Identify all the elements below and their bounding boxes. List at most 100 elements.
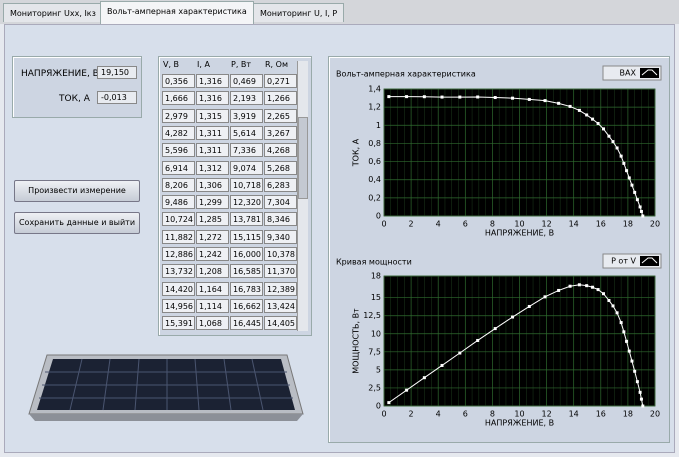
x-tick-label: 12	[542, 220, 552, 229]
y-tick-label: 0,2	[368, 193, 381, 202]
data-point	[458, 352, 461, 355]
data-point	[569, 285, 572, 288]
data-point	[544, 295, 547, 298]
x-tick-label: 14	[569, 220, 579, 229]
data-point	[640, 210, 643, 213]
data-point	[641, 405, 644, 408]
data-point	[476, 339, 479, 342]
y-tick-label: 10	[371, 329, 381, 338]
data-point	[591, 286, 594, 289]
x-tick-label: 20	[650, 410, 660, 419]
y-tick-label: 2,5	[368, 383, 381, 392]
data-point	[630, 184, 633, 187]
data-point	[494, 96, 497, 99]
y-tick-label: 0	[376, 212, 381, 221]
x-tick-label: 2	[409, 220, 414, 229]
x-tick-label: 6	[463, 410, 468, 419]
data-point	[636, 198, 639, 201]
y-tick-label: 0,8	[368, 139, 381, 148]
data-point	[578, 283, 581, 286]
x-tick-label: 10	[514, 220, 524, 229]
data-point	[591, 118, 594, 121]
data-point	[458, 96, 461, 99]
x-tick-label: 4	[436, 220, 441, 229]
data-point	[620, 155, 623, 158]
x-tick-label: 2	[409, 410, 414, 419]
data-point	[597, 122, 600, 125]
data-point	[633, 191, 636, 194]
y-axis-label: МОЩНОСТЬ, Вт	[352, 308, 361, 374]
x-tick-label: 16	[596, 410, 606, 419]
data-point	[630, 360, 633, 363]
legend-label: P от V	[611, 257, 636, 266]
x-tick-label: 18	[623, 410, 633, 419]
data-point	[628, 350, 631, 353]
x-tick-label: 0	[381, 220, 386, 229]
charts: Вольт-амперная характеристикаВАХ02468101…	[0, 0, 679, 457]
x-tick-label: 8	[490, 410, 495, 419]
y-axis-label: ТОК, А	[352, 138, 361, 167]
data-point	[585, 113, 588, 116]
data-point	[544, 99, 547, 102]
y-tick-label: 0,4	[368, 175, 381, 184]
data-point	[639, 391, 642, 394]
data-point	[620, 321, 623, 324]
data-point	[628, 176, 631, 179]
y-tick-label: 1	[376, 121, 381, 130]
x-tick-label: 0	[381, 410, 386, 419]
data-point	[639, 205, 642, 208]
data-point	[441, 96, 444, 99]
data-point	[405, 95, 408, 98]
data-point	[476, 95, 479, 98]
data-point	[602, 292, 605, 295]
y-tick-label: 0	[376, 402, 381, 411]
y-tick-label: 1,2	[368, 103, 381, 112]
data-point	[602, 127, 605, 130]
x-tick-label: 14	[569, 410, 579, 419]
x-axis-label: НАПРЯЖЕНИЕ, В	[485, 419, 554, 428]
data-point	[625, 340, 628, 343]
data-point	[405, 389, 408, 392]
data-point	[387, 401, 390, 404]
x-tick-label: 6	[463, 220, 468, 229]
chart-title: Кривая мощности	[336, 258, 412, 267]
data-point	[616, 146, 619, 149]
data-point	[511, 316, 514, 319]
data-point	[625, 169, 628, 172]
data-point	[597, 288, 600, 291]
y-tick-label: 5	[376, 365, 381, 374]
data-point	[557, 102, 560, 105]
data-point	[494, 327, 497, 330]
data-point	[569, 105, 572, 108]
x-tick-label: 18	[623, 220, 633, 229]
chart-title: Вольт-амперная характеристика	[336, 70, 476, 79]
data-point	[585, 284, 588, 287]
data-point	[423, 376, 426, 379]
x-tick-label: 16	[596, 220, 606, 229]
y-tick-label: 18	[371, 272, 381, 281]
page: Мониторинг Uxx, Iкз Вольт-амперная харак…	[0, 0, 679, 457]
legend-label: ВАХ	[620, 69, 637, 78]
data-point	[636, 380, 639, 383]
y-tick-label: 7,5	[368, 347, 381, 356]
data-point	[387, 95, 390, 98]
data-point	[641, 215, 644, 218]
data-point	[528, 305, 531, 308]
data-point	[607, 135, 610, 138]
data-point	[640, 398, 643, 401]
data-point	[622, 330, 625, 333]
data-point	[611, 140, 614, 143]
data-point	[611, 304, 614, 307]
data-point	[441, 364, 444, 367]
x-tick-label: 20	[650, 220, 660, 229]
data-point	[633, 370, 636, 373]
x-axis-label: НАПРЯЖЕНИЕ, В	[485, 229, 554, 238]
x-tick-label: 12	[542, 410, 552, 419]
data-point	[511, 97, 514, 100]
data-point	[557, 289, 560, 292]
data-point	[578, 109, 581, 112]
data-point	[528, 98, 531, 101]
x-tick-label: 4	[436, 410, 441, 419]
y-tick-label: 0,6	[368, 157, 381, 166]
data-point	[607, 299, 610, 302]
